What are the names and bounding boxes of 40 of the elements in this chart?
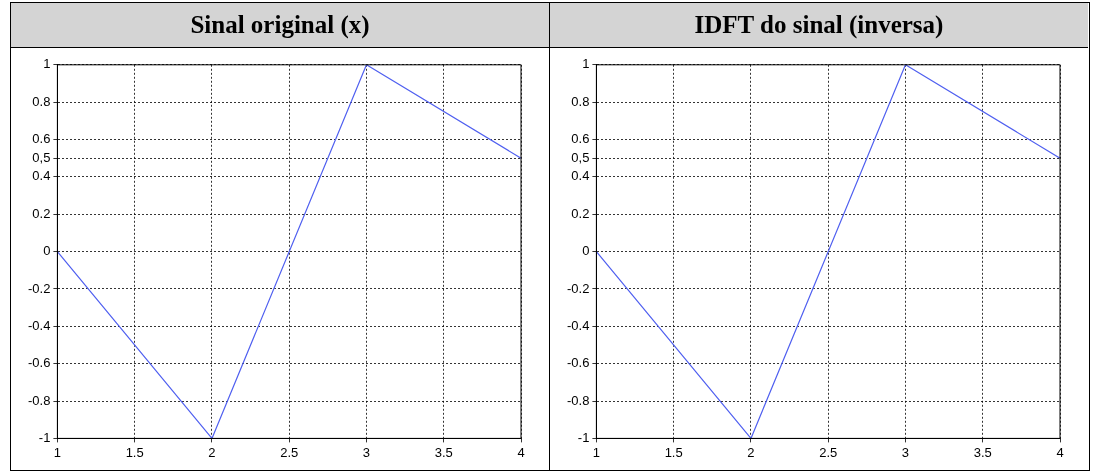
y-tick-label: -0.2 [27,280,51,296]
y-tick-label: -0.6 [566,355,590,371]
x-tick-label: 3 [901,444,910,460]
y-tick-label: 1 [43,56,51,72]
y-tick-label: -0.4 [566,317,590,333]
x-tick-label: 1.5 [664,444,683,460]
y-tick-label: 0.2 [32,205,51,221]
y-tick-label: 0.8 [571,93,590,109]
x-tick-label: 1.5 [125,444,144,460]
x-tick-label: 2 [747,444,755,460]
y-tick-label: -0.8 [566,392,590,408]
y-tick-label: -1 [577,429,590,445]
x-tick-label: 2 [208,444,216,460]
y-tick-label: -1 [38,429,51,445]
y-tick-label: 0.8 [32,93,51,109]
y-tick-label: -0.6 [27,355,51,371]
y-tick-label: -0.8 [27,392,51,408]
chart-title: Sinal original (x) [11,3,549,48]
x-tick-label: 1 [592,444,601,460]
y-tick-label: 0 [582,243,590,259]
x-tick-label: 4 [1056,444,1064,460]
x-tick-label: 2.5 [819,444,838,460]
y-tick-label: 0.2 [571,205,590,221]
y-tick-label: -0.2 [566,280,590,296]
x-tick-label: 3.5 [434,444,453,460]
x-tick-label: 1 [53,444,62,460]
x-tick-label: 3 [362,444,371,460]
chart-title: IDFT do sinal (inversa) [550,3,1088,48]
y-tick-label: -0.4 [27,317,51,333]
y-tick-label: 0,5 [32,149,51,165]
y-tick-label: 1 [582,56,590,72]
y-tick-label: 0,5 [571,149,590,165]
y-tick-label: 0.6 [32,131,51,147]
x-tick-label: 3.5 [973,444,992,460]
x-tick-label: 4 [517,444,525,460]
y-tick-label: 0.4 [32,168,51,184]
y-tick-label: 0.6 [571,131,590,147]
y-tick-label: 0.4 [571,168,590,184]
y-tick-label: 0 [43,243,51,259]
x-tick-label: 2.5 [280,444,299,460]
